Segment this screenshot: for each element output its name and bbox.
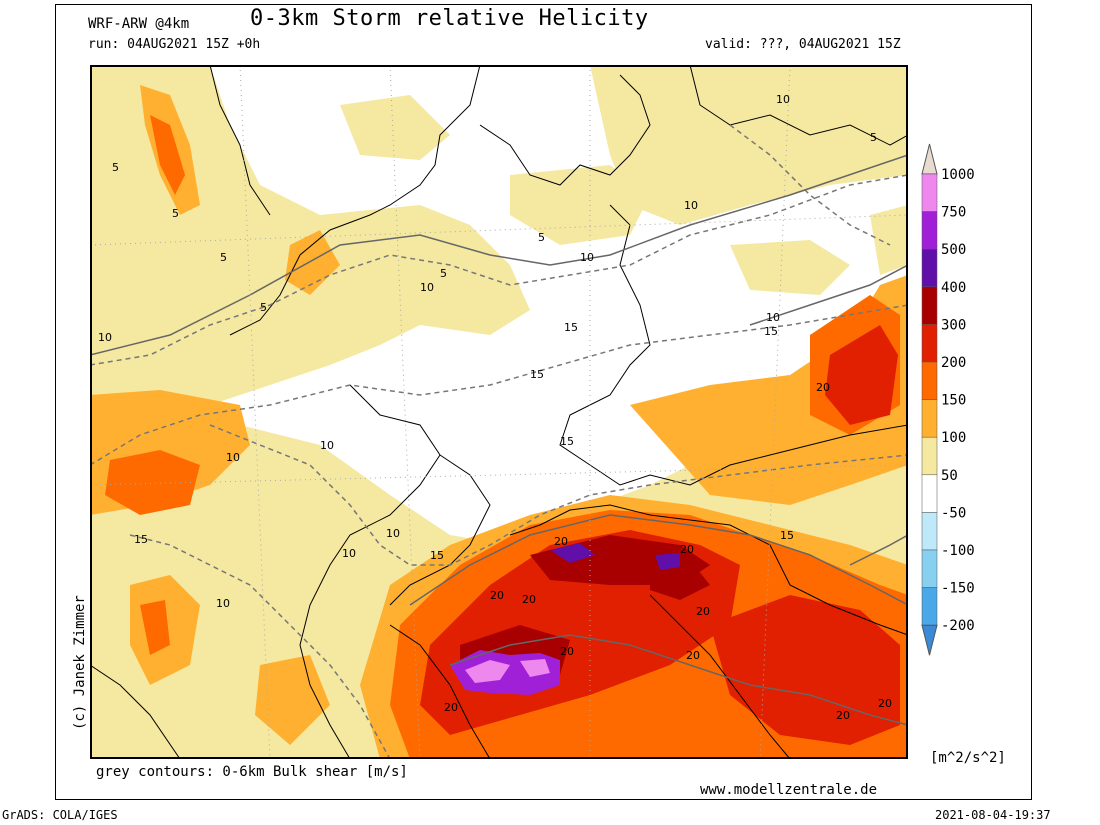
grads-label: GrADS: COLA/IGES (2, 808, 118, 822)
contour-label: 5 (870, 131, 877, 144)
legend-swatch (921, 474, 938, 513)
helicity-map: 5 5 5 5 5 5 5 10 10 10 10 10 10 10 10 10… (90, 65, 908, 759)
contour-label: 20 (686, 649, 700, 662)
legend-swatch (921, 399, 938, 438)
contour-label: 10 (386, 527, 400, 540)
legend-swatch (921, 211, 938, 250)
bulk-shear-contours-solid (90, 154, 908, 726)
contour-label: 10 (98, 331, 112, 344)
legend-swatch (921, 248, 938, 288)
map-title: 0-3km Storm relative Helicity (250, 6, 649, 31)
contour-label: 20 (878, 697, 892, 710)
legend-unit: [m^2/s^2] (930, 750, 1006, 766)
contour-note: grey contours: 0-6km Bulk shear [m/s] (96, 764, 408, 780)
legend-level-label: 200 (941, 355, 966, 371)
contour-label: 10 (684, 199, 698, 212)
legend-swatch (921, 143, 938, 175)
coastlines-borders (90, 65, 908, 759)
legend-swatch (921, 624, 938, 656)
contour-label: 5 (220, 251, 227, 264)
contour-label: 20 (696, 605, 710, 618)
shading-400-500 (550, 543, 680, 570)
legend-labels: 1000 750 500 400 300 200 150 100 50 -50 -100 -150 -2… (941, 167, 975, 634)
bulk-shear-contours (90, 124, 908, 759)
contour-label: 15 (530, 368, 544, 381)
legend-level-label: 150 (941, 393, 966, 409)
contour-label: 5 (538, 231, 545, 244)
legend-level-label: 750 (941, 205, 966, 221)
timestamp-label: 2021-08-04-19:37 (935, 808, 1051, 822)
legend-swatch (921, 512, 938, 551)
legend-level-label: -200 (941, 618, 975, 634)
legend-level-label: 100 (941, 430, 966, 446)
legend-level-label: 1000 (941, 167, 975, 183)
contour-label: 10 (766, 311, 780, 324)
lat-lon-grid (90, 65, 908, 759)
legend-level-label: 400 (941, 280, 966, 296)
legend-level-label: -50 (941, 505, 966, 521)
legend-swatch (921, 324, 938, 363)
legend-level-label: 500 (941, 242, 966, 258)
legend-level-label: -100 (941, 543, 975, 559)
contour-label: 15 (564, 321, 578, 334)
legend-swatch (921, 549, 938, 588)
contour-label: 20 (522, 593, 536, 606)
legend-swatch (921, 436, 938, 476)
model-label: WRF-ARW @4km (88, 16, 190, 32)
legend-swatch (921, 587, 938, 626)
website-label: www.modellzentrale.de (700, 782, 878, 798)
contour-label: 20 (680, 543, 694, 556)
contour-label: 15 (134, 533, 148, 546)
contour-label: 10 (776, 93, 790, 106)
legend-swatch (921, 286, 938, 325)
legend-level-label: -150 (941, 581, 975, 597)
copyright-label: (c) Janek Zimmer (72, 595, 88, 730)
contour-label: 20 (816, 381, 830, 394)
contour-label: 10 (342, 547, 356, 560)
contour-label: 10 (226, 451, 240, 464)
contour-label: 5 (112, 161, 119, 174)
run-time-label: run: 04AUG2021 15Z +0h (88, 37, 261, 52)
contour-label: 5 (172, 207, 179, 220)
contour-label: 20 (554, 535, 568, 548)
valid-time-label: valid: ???, 04AUG2021 15Z (705, 37, 901, 52)
contour-label: 15 (430, 549, 444, 562)
map-border (90, 65, 908, 759)
legend-level-label: 300 (941, 317, 966, 333)
shading-750-1000 (465, 659, 550, 683)
legend-color-bar (921, 143, 938, 656)
contour-label: 10 (216, 597, 230, 610)
contour-label: 20 (490, 589, 504, 602)
contour-label: 5 (260, 301, 267, 314)
legend-swatch (921, 173, 938, 212)
contour-label: 15 (780, 529, 794, 542)
contour-label: 5 (440, 267, 447, 280)
contour-label: 10 (320, 439, 334, 452)
legend-level-label: 50 (941, 468, 958, 484)
contour-label: 10 (580, 251, 594, 264)
contour-label: 20 (444, 701, 458, 714)
contour-label: 15 (764, 325, 778, 338)
contour-label: 20 (836, 709, 850, 722)
color-legend: 1000 750 500 400 300 200 150 100 50 -50 -100 -150 -2… (921, 143, 975, 656)
contour-label: 20 (560, 645, 574, 658)
contour-labels: 5 5 5 5 5 5 5 10 10 10 10 10 10 10 10 10… (98, 93, 892, 722)
contour-label: 15 (560, 435, 574, 448)
legend-swatch (921, 361, 938, 400)
contour-label: 10 (420, 281, 434, 294)
